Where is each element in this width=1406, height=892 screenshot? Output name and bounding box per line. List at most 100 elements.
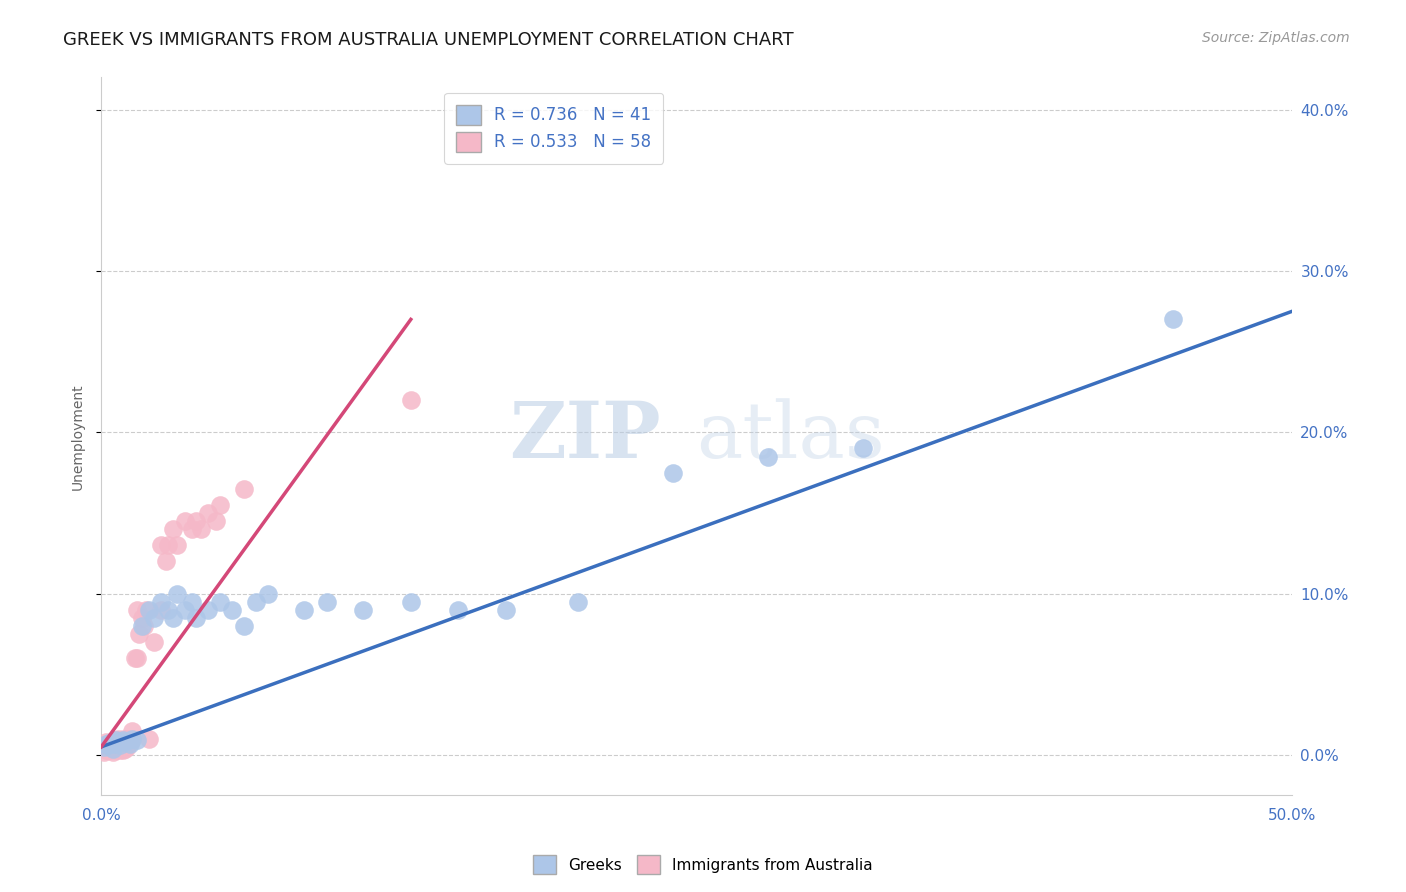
Point [132,619,155,633]
Point [125,603,148,617]
Point [197,506,219,520]
Y-axis label: Unemployment: Unemployment [72,383,86,490]
Point [110,739,132,753]
Point [100,737,122,751]
Point [104,743,127,757]
Point [101,735,124,749]
Point [209,498,232,512]
Point [233,619,256,633]
Point [117,731,139,746]
Point [1161,312,1184,326]
Point [93,739,115,754]
Point [173,603,195,617]
Point [138,603,160,617]
Point [156,603,179,617]
Point [138,731,160,746]
Point [104,733,127,747]
Point [111,733,134,747]
Point [186,611,208,625]
Point [110,733,132,747]
Point [756,450,779,464]
Point [204,514,226,528]
Point [197,603,219,617]
Point [100,735,122,749]
Point [221,603,243,617]
Point [316,595,339,609]
Point [180,522,202,536]
Point [101,745,124,759]
Point [447,603,470,617]
Point [97,739,120,754]
Point [257,587,280,601]
Point [186,514,208,528]
Point [93,745,115,759]
Point [111,731,134,746]
Legend: R = 0.736   N = 41, R = 0.533   N = 58: R = 0.736 N = 41, R = 0.533 N = 58 [444,93,664,163]
Point [121,731,143,746]
Point [149,538,172,552]
Point [162,522,184,536]
Text: GREEK VS IMMIGRANTS FROM AUSTRALIA UNEMPLOYMENT CORRELATION CHART: GREEK VS IMMIGRANTS FROM AUSTRALIA UNEMP… [63,31,794,49]
Point [352,603,374,617]
Point [135,603,157,617]
Point [149,603,172,617]
Point [107,731,129,746]
Point [111,743,134,757]
Point [245,595,267,609]
Point [107,741,129,756]
Point [180,595,202,609]
Point [111,739,134,753]
Point [107,737,129,751]
Point [114,735,136,749]
Point [209,595,232,609]
Text: ZIP: ZIP [509,399,661,475]
Point [292,603,315,617]
Point [166,587,188,601]
Point [117,739,139,754]
Point [149,595,172,609]
Point [97,737,120,751]
Point [121,731,143,746]
Point [155,554,177,568]
Point [142,635,165,649]
Point [100,739,122,754]
Point [101,741,124,756]
Point [156,538,179,552]
Point [94,743,117,757]
Point [190,522,212,536]
Point [162,611,184,625]
Point [124,651,146,665]
Point [94,739,117,753]
Point [104,739,127,754]
Point [101,737,124,751]
Point [125,733,148,747]
Point [125,651,148,665]
Legend: Greeks, Immigrants from Australia: Greeks, Immigrants from Australia [527,849,879,880]
Point [233,482,256,496]
Point [121,723,143,738]
Point [110,743,132,757]
Point [142,611,165,625]
Point [114,741,136,756]
Point [94,737,117,751]
Text: Source: ZipAtlas.com: Source: ZipAtlas.com [1202,31,1350,45]
Point [399,393,422,408]
Point [131,611,153,625]
Point [93,739,115,754]
Point [97,743,120,757]
Point [173,514,195,528]
Point [567,595,589,609]
Point [495,603,517,617]
Point [399,595,422,609]
Point [101,739,124,753]
Point [166,538,188,552]
Point [131,619,153,633]
Point [662,466,685,480]
Text: atlas: atlas [696,399,886,475]
Point [128,627,150,641]
Point [114,735,136,749]
Point [104,733,127,747]
Point [100,743,122,757]
Point [101,741,124,756]
Point [118,735,141,749]
